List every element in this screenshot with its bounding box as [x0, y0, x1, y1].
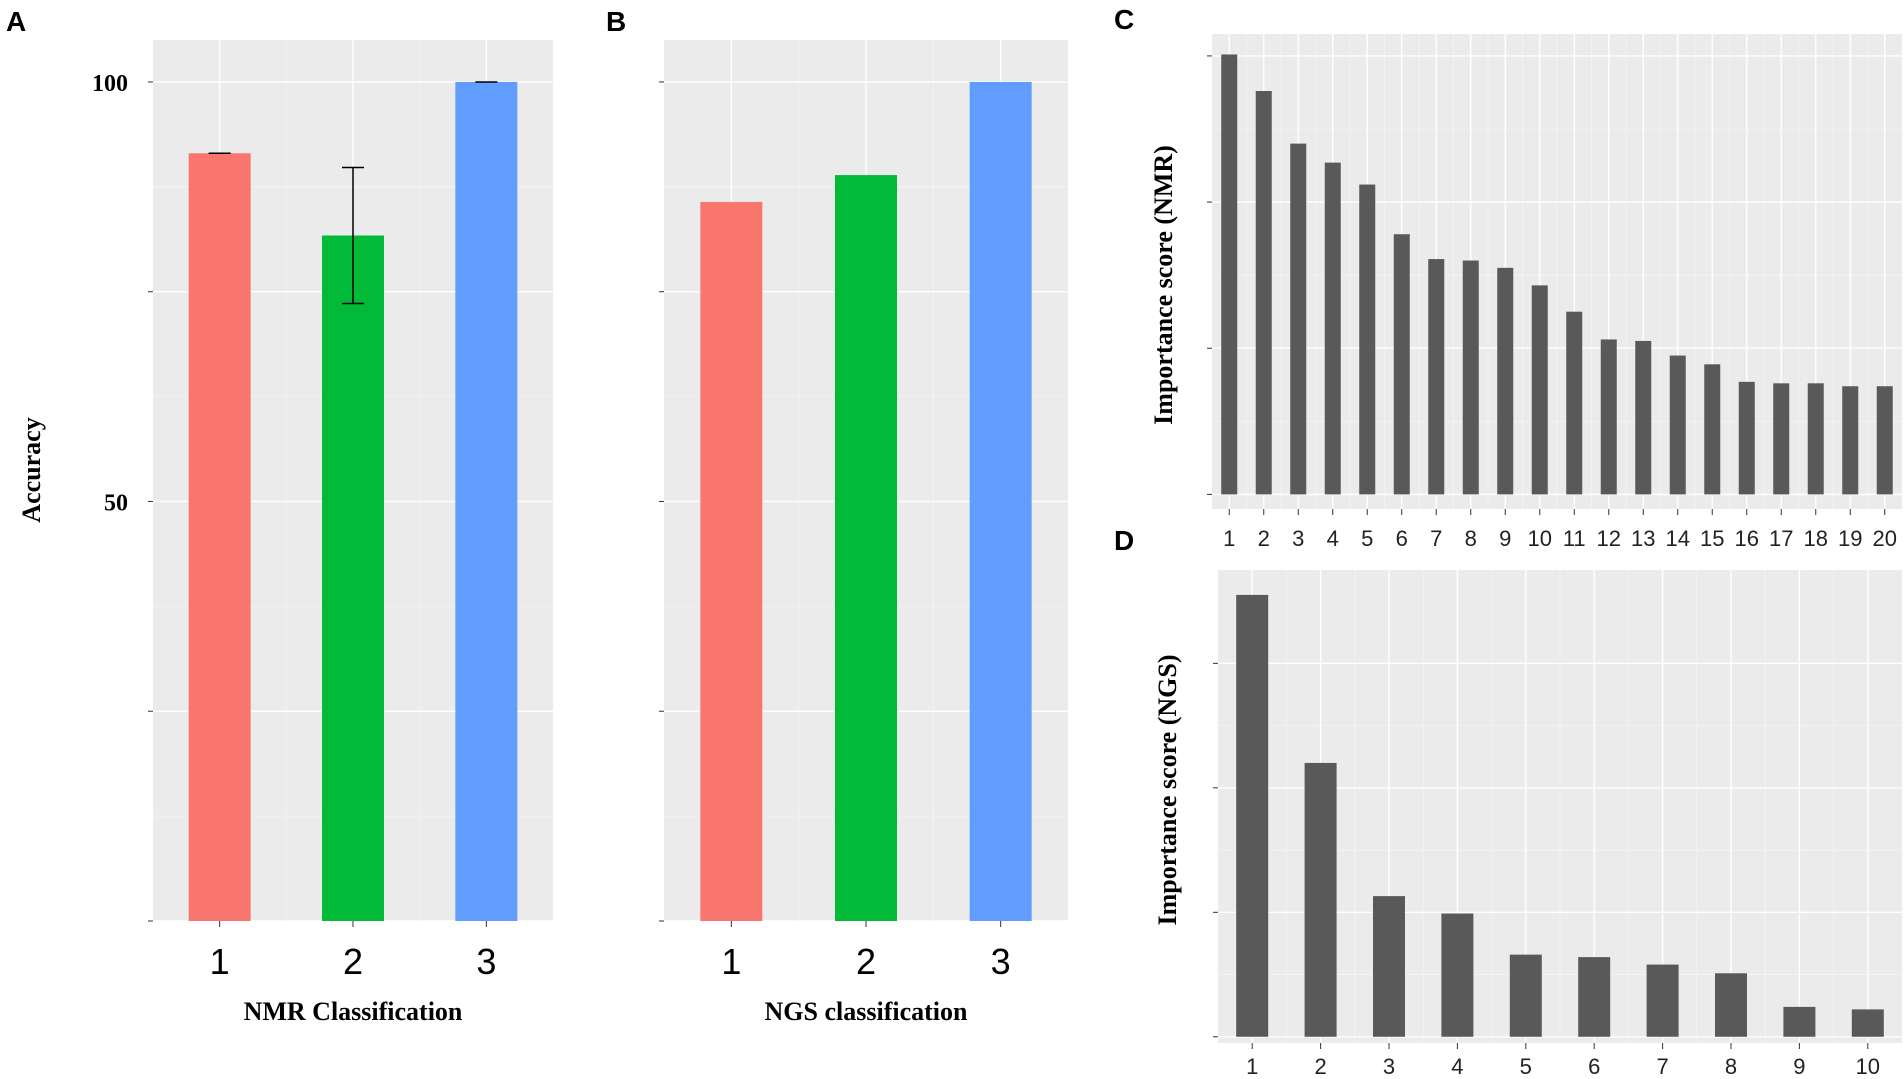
bar-c-16: [1738, 381, 1755, 495]
bar-c-6: [1393, 234, 1410, 495]
bar-c-7: [1428, 259, 1445, 495]
x-tick-label: 9: [1499, 526, 1511, 551]
x-tick-label: 2: [1258, 526, 1270, 551]
bar-d-9: [1783, 1006, 1816, 1037]
x-tick-label: 3: [991, 941, 1011, 982]
x-tick-label: 5: [1361, 526, 1373, 551]
x-tick-label: 3: [1292, 526, 1304, 551]
bar-d-7: [1646, 964, 1679, 1037]
x-tick-label: 3: [1383, 1054, 1395, 1079]
x-tick-label: 7: [1656, 1054, 1668, 1079]
x-tick-label: 4: [1327, 526, 1339, 551]
bar-c-10: [1531, 285, 1548, 495]
x-axis-label: NGS classification: [765, 997, 968, 1026]
chart-b-ngs-classification: 1 2 3 NGS classification: [659, 40, 1068, 1026]
bar-d-10: [1851, 1009, 1884, 1037]
panel-letter-d: D: [1114, 525, 1134, 556]
x-tick-label: 11: [1563, 526, 1586, 551]
chart-d-importance-ngs: 1 2 3 4 5 6 7 8 9 10 Importance score (NGS): [1153, 570, 1902, 1079]
bar-d-1: [1236, 594, 1269, 1037]
x-tick-label: 15: [1700, 526, 1724, 551]
bar-c-17: [1773, 383, 1790, 495]
x-tick-label: 10: [1856, 1054, 1880, 1079]
bar-c-9: [1497, 267, 1514, 495]
x-tick-label: 19: [1838, 526, 1862, 551]
bar-d-2: [1304, 762, 1337, 1037]
x-tick-label: 5: [1520, 1054, 1532, 1079]
bar-c-14: [1669, 355, 1686, 495]
bar-a-1: [188, 153, 251, 921]
y-tick-label: 50: [104, 490, 128, 516]
bar-c-4: [1324, 162, 1341, 495]
x-tick-label: 18: [1804, 526, 1828, 551]
x-tick-label: 9: [1793, 1054, 1805, 1079]
bar-b-2: [835, 175, 897, 921]
x-tick-label: 1: [210, 941, 230, 982]
bar-c-15: [1704, 364, 1721, 495]
bar-c-2: [1255, 91, 1272, 495]
x-tick-label: 1: [721, 941, 741, 982]
panel-letter-b: B: [606, 6, 626, 37]
x-tick-label: 6: [1396, 526, 1408, 551]
bar-d-5: [1509, 954, 1542, 1037]
x-tick-label: 7: [1430, 526, 1442, 551]
bar-c-19: [1842, 386, 1859, 495]
bar-c-8: [1462, 260, 1479, 495]
x-tick-label: 2: [343, 941, 363, 982]
bar-a-2: [322, 235, 384, 921]
x-tick-label: 6: [1588, 1054, 1600, 1079]
panel-letter-c: C: [1114, 4, 1134, 35]
x-tick-label: 8: [1725, 1054, 1737, 1079]
bar-c-3: [1290, 143, 1307, 495]
panel-letter-a: A: [6, 6, 26, 37]
x-tick-label: 4: [1451, 1054, 1463, 1079]
x-tick-label: 13: [1631, 526, 1655, 551]
x-tick-label: 2: [1314, 1054, 1326, 1079]
x-tick-label: 1: [1223, 526, 1235, 551]
bar-c-13: [1635, 340, 1652, 495]
y-axis-label: Importance score (NMR): [1149, 145, 1178, 425]
x-axis-label: NMR Classification: [244, 997, 463, 1026]
x-tick-label: 17: [1769, 526, 1793, 551]
x-tick-label: 2: [856, 941, 876, 982]
y-axis-label: Importance score (NGS): [1153, 654, 1182, 925]
bar-c-5: [1359, 184, 1376, 495]
bar-c-11: [1566, 311, 1583, 495]
x-tick-label: 8: [1465, 526, 1477, 551]
bar-c-18: [1807, 383, 1824, 495]
bar-c-1: [1221, 54, 1238, 495]
x-tick-label: 20: [1873, 526, 1897, 551]
x-tick-label: 12: [1597, 526, 1621, 551]
bar-b-3: [969, 81, 1032, 921]
x-tick-label: 3: [476, 941, 496, 982]
y-tick-label: 100: [92, 71, 128, 97]
bar-d-8: [1715, 973, 1747, 1037]
bar-d-4: [1441, 913, 1474, 1037]
x-tick-label: 16: [1735, 526, 1759, 551]
bar-c-12: [1600, 339, 1617, 495]
chart-c-importance-nmr: 1 2 3 4 5 6 7 8 9 10 11 12 13 14 15 16 17 18 19 20Importanc…: [1149, 34, 1902, 551]
bar-c-20: [1876, 386, 1893, 495]
x-tick-label: 10: [1528, 526, 1552, 551]
x-tick-label: 14: [1666, 526, 1690, 551]
x-tick-label: 1: [1246, 1054, 1258, 1079]
bar-b-1: [700, 201, 763, 922]
chart-a-nmr-classification: 50 100 1 2 3 Accuracy NMR Classification: [17, 40, 553, 1026]
bar-d-3: [1373, 896, 1405, 1037]
bar-a-3: [455, 81, 518, 921]
y-axis-label: Accuracy: [17, 417, 46, 522]
bar-d-6: [1578, 957, 1611, 1037]
